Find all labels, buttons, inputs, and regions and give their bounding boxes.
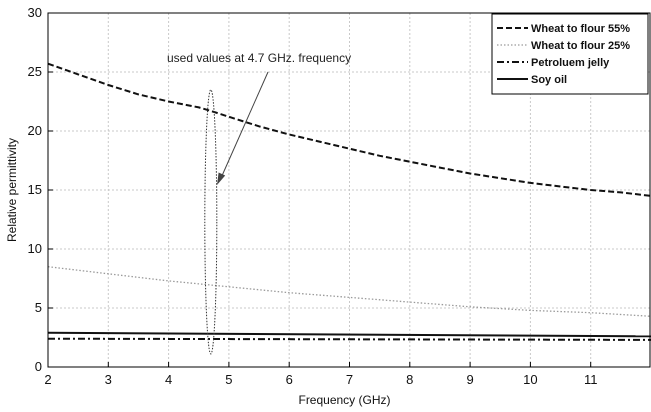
y-tick-label: 25 bbox=[28, 64, 42, 79]
legend-label: Wheat to flour 55% bbox=[531, 23, 630, 35]
legend-label: Petroluem jelly bbox=[531, 57, 610, 69]
annotation-text: used values at 4.7 GHz. frequency bbox=[167, 51, 351, 65]
x-tick-label: 5 bbox=[225, 372, 232, 387]
y-tick-label: 10 bbox=[28, 241, 42, 256]
series-line-petroluem-jelly bbox=[47, 337, 651, 341]
y-axis-label: Relative permittivity bbox=[5, 138, 19, 242]
legend-label: Soy oil bbox=[531, 74, 567, 86]
series-line-wheat-to-flour-25 bbox=[47, 266, 651, 317]
y-tick-label: 20 bbox=[28, 123, 42, 138]
x-tick-label: 3 bbox=[105, 372, 112, 387]
series-line-soy-oil bbox=[47, 331, 651, 338]
x-tick-label: 10 bbox=[523, 372, 537, 387]
x-tick-label: 11 bbox=[584, 372, 598, 387]
series-layer bbox=[47, 62, 651, 341]
x-axis-label: Frequency (GHz) bbox=[298, 393, 390, 407]
x-tick-label: 7 bbox=[346, 372, 353, 387]
annotation-ellipse bbox=[204, 89, 218, 355]
y-tick-label: 5 bbox=[35, 300, 42, 315]
x-tick-label: 4 bbox=[165, 372, 172, 387]
series-line-wheat-to-flour-55 bbox=[47, 62, 651, 197]
y-tick-label: 0 bbox=[35, 359, 42, 374]
y-axis-ticks: 0 5 10 15 20 25 30 bbox=[28, 5, 53, 374]
x-tick-label: 9 bbox=[466, 372, 473, 387]
x-tick-label: 8 bbox=[406, 372, 413, 387]
y-tick-label: 30 bbox=[28, 5, 42, 20]
legend-label: Wheat to flour 25% bbox=[531, 40, 630, 52]
x-tick-label: 6 bbox=[286, 372, 293, 387]
annotation-arrow-line bbox=[220, 71, 269, 179]
annotation: used values at 4.7 GHz. frequency bbox=[167, 51, 351, 355]
y-tick-label: 15 bbox=[28, 182, 42, 197]
x-axis-ticks: 2 3 4 5 6 7 8 9 10 11 bbox=[44, 362, 597, 387]
annotation-arrow-head bbox=[217, 172, 226, 185]
legend: Wheat to flour 55% Wheat to flour 25% Petr… bbox=[491, 13, 649, 95]
grid bbox=[48, 13, 651, 367]
x-tick-label: 2 bbox=[44, 372, 51, 387]
